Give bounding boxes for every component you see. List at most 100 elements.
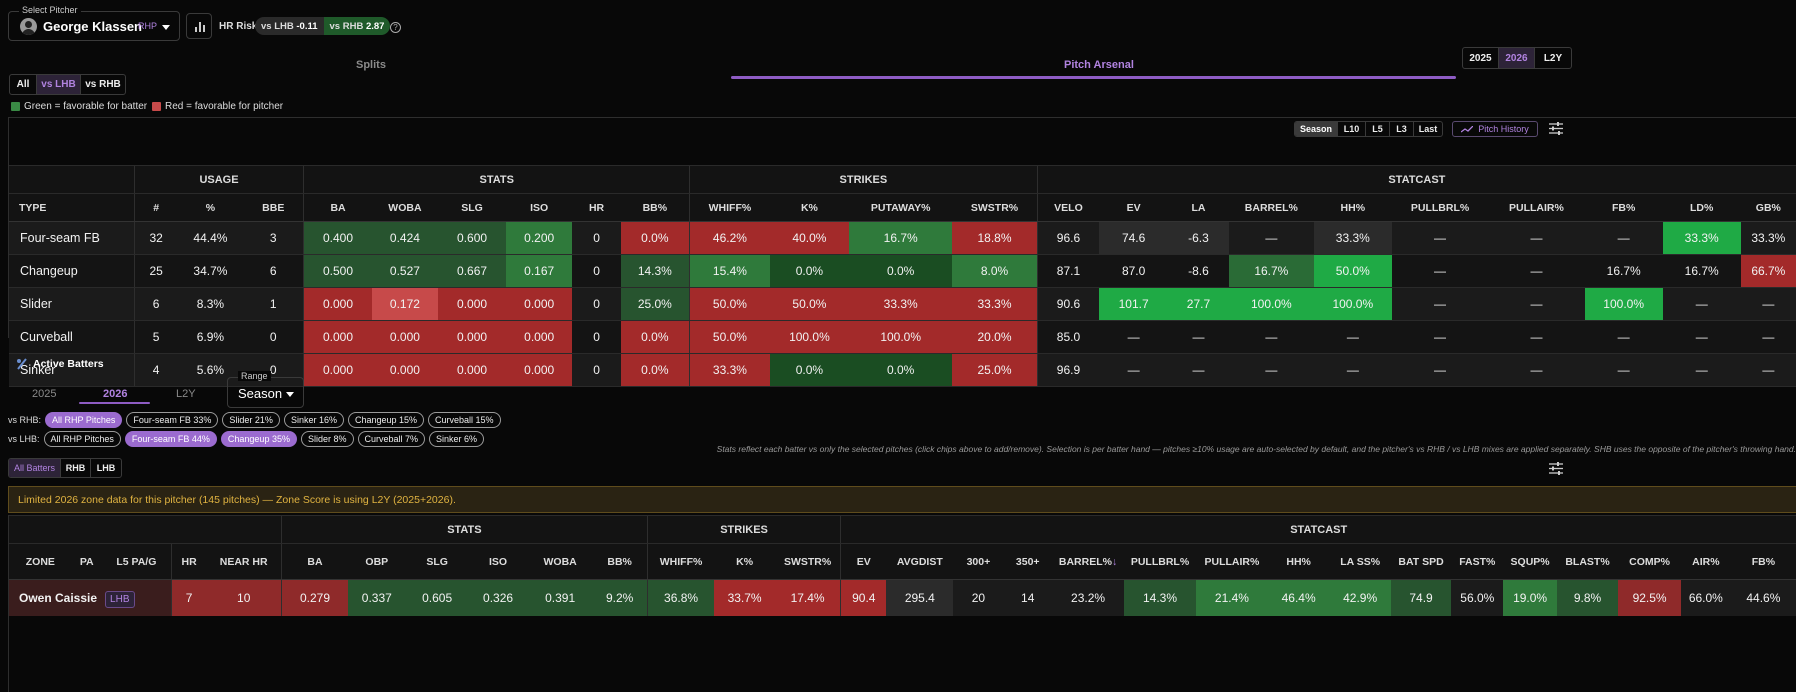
col-iso[interactable]: ISO xyxy=(505,193,573,222)
batter-filter-all[interactable]: All Batters xyxy=(9,459,61,477)
year-tab-l2y[interactable]: L2Y xyxy=(1543,52,1563,64)
table-row[interactable]: Slider 6 8.3% 1 0.000 0.172 0.000 0.000 0 25.0% 50… xyxy=(9,287,1796,321)
batter-col-iso[interactable]: ISO xyxy=(468,543,528,580)
batter-col-zone[interactable]: ZONE xyxy=(9,543,72,580)
batter-col-slg[interactable]: SLG xyxy=(405,543,469,580)
table-row[interactable]: Changeup 25 34.7% 6 0.500 0.527 0.667 0.167 0 14.… xyxy=(9,254,1796,288)
chart-button[interactable] xyxy=(186,13,212,39)
rhb-chip-curveball-15-pct[interactable]: Curveball 15% xyxy=(428,412,501,428)
pitch-history-button[interactable]: Pitch History xyxy=(1452,121,1538,137)
batter-col-woba[interactable]: WOBA xyxy=(527,543,593,580)
col-bbe[interactable]: BBE xyxy=(243,193,304,222)
batter-col-pullbrl-pct[interactable]: PULLBRL% xyxy=(1124,543,1196,580)
lhb-chip-all-rhp-pitches[interactable]: All RHP Pitches xyxy=(43,431,121,447)
tab-pitch-arsenal[interactable]: Pitch Arsenal xyxy=(1064,59,1134,71)
col-fb-pct[interactable]: FB% xyxy=(1584,193,1663,222)
col-pct[interactable]: % xyxy=(177,193,244,222)
batter-col-pa[interactable]: PA xyxy=(71,543,102,580)
pitcher-select[interactable]: Select Pitcher George Klassen RHP xyxy=(8,5,180,41)
hr-risk-label: HR Risk xyxy=(219,21,258,32)
col-count[interactable]: # xyxy=(133,193,178,222)
batter-col-ba[interactable]: BA xyxy=(281,543,348,580)
batter-col-k-pct[interactable]: K% xyxy=(714,543,775,580)
col-whiff-pct[interactable]: WHIFF% xyxy=(689,193,770,222)
col-type[interactable]: TYPE xyxy=(9,193,135,222)
col-pullair-pct[interactable]: PULLAIR% xyxy=(1488,193,1585,222)
batter-col-avgdist[interactable]: AVGDIST xyxy=(886,543,954,580)
rhb-chip-slider-21-pct[interactable]: Slider 21% xyxy=(222,412,280,428)
hand-filter-rhb[interactable]: vs RHB xyxy=(85,79,121,90)
batter-col-near-hr[interactable]: NEAR HR xyxy=(206,543,282,580)
tab-splits[interactable]: Splits xyxy=(356,59,386,71)
table-row[interactable]: Four-seam FB 32 44.4% 3 0.400 0.424 0.600 0.200… xyxy=(9,221,1796,255)
batter-col-hr[interactable]: HR xyxy=(170,543,207,580)
batter-col-blast-pct[interactable]: BLAST% xyxy=(1556,543,1619,580)
year-tab-2026[interactable]: 2026 xyxy=(1499,48,1535,68)
rhb-chip-changeup-15-pct[interactable]: Changeup 15% xyxy=(347,412,425,428)
batter-col-fast-pct[interactable]: FAST% xyxy=(1451,543,1504,580)
col-pullbrl-pct[interactable]: PULLBRL% xyxy=(1391,193,1489,222)
batter-col-comp-pct[interactable]: COMP% xyxy=(1618,543,1681,580)
lhb-chip-changeup-35-pct[interactable]: Changeup 35% xyxy=(220,431,297,447)
col-swstr-pct[interactable]: SWSTR% xyxy=(952,193,1038,222)
lhb-chip-curveball-7-pct[interactable]: Curveball 7% xyxy=(357,431,426,447)
col-slg[interactable]: SLG xyxy=(438,193,506,222)
period-tab-season[interactable]: Season xyxy=(1295,122,1338,136)
col-bb-pct[interactable]: BB% xyxy=(620,193,690,222)
batter-col-hh-pct[interactable]: HH% xyxy=(1267,543,1330,580)
col-ba[interactable]: BA xyxy=(303,193,372,222)
table-row[interactable]: Owen Caissie LHB 7 10 0.279 0.337 0.605 0.326 0.… xyxy=(9,579,1796,616)
batter-name-cell[interactable]: Owen Caissie LHB xyxy=(9,579,172,616)
batter-col-whiff-pct[interactable]: WHIFF% xyxy=(646,543,715,580)
hand-filter-all[interactable]: All xyxy=(10,75,37,94)
lhb-chip-slider-8-pct[interactable]: Slider 8% xyxy=(300,431,354,447)
col-gb-pct[interactable]: GB% xyxy=(1740,193,1796,222)
hand-filter-lhb[interactable]: vs LHB xyxy=(37,75,81,94)
period-tab-l10[interactable]: L10 xyxy=(1338,122,1366,136)
col-velo[interactable]: VELO xyxy=(1036,193,1100,222)
settings-sliders-icon[interactable] xyxy=(1549,462,1563,475)
batter-col-bat-spd[interactable]: BAT SPD xyxy=(1390,543,1452,580)
year-tab-2025[interactable]: 2025 xyxy=(1463,48,1499,68)
period-tab-l3[interactable]: L3 xyxy=(1390,122,1414,136)
lhb-chip-four-seam-fb-44-pct[interactable]: Four-seam FB 44% xyxy=(124,431,217,447)
period-tab-l5[interactable]: L5 xyxy=(1366,122,1390,136)
batter-filter-rhb[interactable]: RHB xyxy=(61,459,91,477)
col-hh-pct[interactable]: HH% xyxy=(1313,193,1392,222)
col-ev[interactable]: EV xyxy=(1099,193,1169,222)
batter-year-l2y[interactable]: L2Y xyxy=(176,388,196,400)
col-hr[interactable]: HR xyxy=(572,193,621,222)
batter-col-350-plus[interactable]: 350+ xyxy=(1003,543,1053,580)
batter-col-bb-pct[interactable]: BB% xyxy=(592,543,648,580)
batter-year-2025[interactable]: 2025 xyxy=(32,388,57,400)
batter-col-l5-pa-g[interactable]: L5 PA/G xyxy=(101,543,172,580)
help-icon[interactable]: ? xyxy=(390,22,401,33)
batter-col-squp-pct[interactable]: SQUP% xyxy=(1503,543,1557,580)
col-barrel-pct[interactable]: BARREL% xyxy=(1228,193,1314,222)
batter-col-air-pct[interactable]: AIR% xyxy=(1680,543,1731,580)
table-row[interactable]: Sinker 4 5.6% 0 0.000 0.000 0.000 0.000 0 0.0% 33.… xyxy=(9,353,1796,387)
col-k-pct[interactable]: K% xyxy=(769,193,850,222)
batter-col-fb-pct[interactable]: FB% xyxy=(1730,543,1796,580)
rhb-chip-sinker-16-pct[interactable]: Sinker 16% xyxy=(283,412,344,428)
col-la[interactable]: LA xyxy=(1168,193,1229,222)
col-putaway-pct[interactable]: PUTAWAY% xyxy=(849,193,953,222)
batter-col-obp[interactable]: OBP xyxy=(347,543,406,580)
table-row[interactable]: Curveball 5 6.9% 0 0.000 0.000 0.000 0.000 0 0.0%… xyxy=(9,320,1796,354)
settings-sliders-icon[interactable] xyxy=(1549,122,1563,135)
batter-col-pullair-pct[interactable]: PULLAIR% xyxy=(1195,543,1268,580)
batter-col-300-plus[interactable]: 300+ xyxy=(953,543,1004,580)
batter-col-ev[interactable]: EV xyxy=(840,543,887,580)
col-ld-pct[interactable]: LD% xyxy=(1662,193,1741,222)
range-select[interactable]: Range Season xyxy=(227,371,304,408)
batter-col-swstr-pct[interactable]: SWSTR% xyxy=(774,543,841,580)
batter-filter-lhb[interactable]: LHB xyxy=(96,463,116,473)
batter-col-barrel-pct[interactable]: BARREL%↓ xyxy=(1052,543,1125,580)
batter-col-la-ss-pct[interactable]: LA SS% xyxy=(1329,543,1391,580)
lhb-chip-sinker-6-pct[interactable]: Sinker 6% xyxy=(429,431,485,447)
rhb-chip-all-rhp-pitches[interactable]: All RHP Pitches xyxy=(45,412,123,428)
col-woba[interactable]: WOBA xyxy=(371,193,439,222)
batter-year-2026[interactable]: 2026 xyxy=(103,388,128,400)
period-tab-last[interactable]: Last xyxy=(1418,124,1438,134)
rhb-chip-four-seam-fb-33-pct[interactable]: Four-seam FB 33% xyxy=(126,412,219,428)
